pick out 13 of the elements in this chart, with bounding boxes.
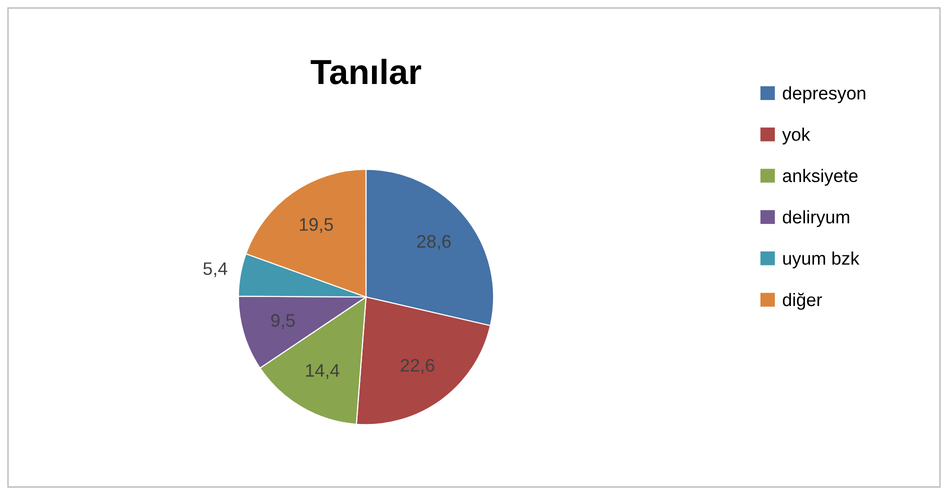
data-label: 14,4	[306, 364, 340, 379]
data-label: 5,4	[203, 262, 228, 278]
legend-label: uyum bzk	[783, 252, 860, 268]
legend-label: diğer	[782, 292, 822, 310]
data-label: 22,6	[400, 358, 434, 374]
legend-label: depresyon	[782, 86, 866, 104]
data-label: 28,6	[417, 235, 451, 250]
legend-label: anksiyete	[782, 168, 858, 186]
chart-title: Tanılar	[310, 58, 422, 84]
legend-label: deliryum	[782, 210, 850, 228]
data-label: 19,5	[300, 218, 333, 233]
data-label: 9,5	[271, 314, 295, 329]
legend-label: yok	[782, 128, 810, 144]
